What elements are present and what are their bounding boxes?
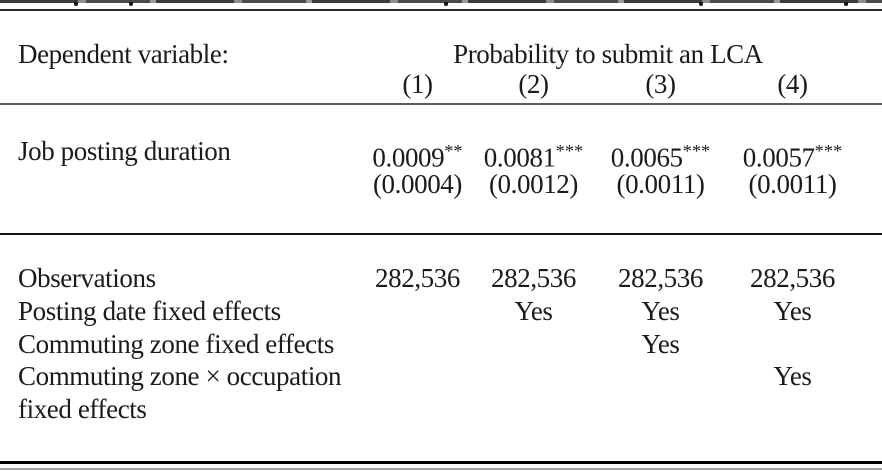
stat-value-cell: 282,536 [491, 263, 576, 293]
column-header-4: (4) [777, 69, 808, 99]
stat-label: Observations [18, 263, 156, 293]
table-bottom-gray-rule [0, 467, 882, 470]
significance-stars: ** [444, 141, 463, 161]
significance-stars: *** [555, 141, 584, 161]
stat-value-cell: 282,536 [618, 263, 703, 293]
stat-row-posting-date-fe: Posting date fixed effects Yes Yes Yes [18, 295, 856, 328]
stat-value-cell: Yes [641, 329, 680, 359]
estimate-cell: 0.0057*** [729, 135, 856, 175]
cropped-text-band [0, 0, 882, 3]
estimate-value: 0.0057 [742, 142, 815, 173]
std-error-cell: (0.0012) [488, 169, 579, 199]
stat-label: Commuting zone × occupation fixed effect… [18, 361, 342, 424]
stat-label: Commuting zone fixed effects [18, 329, 334, 359]
column-header-3: (3) [645, 69, 676, 99]
dependent-variable-label: Dependent variable: [18, 39, 229, 69]
estimate-value: 0.0081 [483, 142, 556, 173]
stat-row-cz-occupation-fe: Commuting zone × occupation fixed effect… [18, 360, 856, 426]
estimate-cell: 0.0065*** [592, 135, 729, 175]
table-top-rule [0, 9, 882, 11]
section-divider-rule [0, 233, 882, 236]
descender-mark [129, 2, 133, 6]
std-error-cell: (0.0011) [616, 169, 705, 199]
estimate-cell: 0.0009** [360, 135, 475, 175]
descender-mark [444, 2, 448, 6]
estimate-value: 0.0065 [610, 142, 683, 173]
table-bottom-rule [0, 461, 882, 464]
stat-value-cell: Yes [641, 296, 680, 326]
dependent-variable-value: Probability to submit an LCA [453, 39, 763, 69]
coefficient-row: Job posting duration 0.0009** 0.0081*** … [18, 135, 856, 175]
descender-mark [74, 2, 78, 6]
std-error-cell: (0.0004) [372, 169, 463, 199]
header-divider-rule [0, 103, 882, 105]
descender-mark [699, 2, 703, 6]
stat-value-cell: Yes [514, 296, 553, 326]
significance-stars: *** [682, 141, 711, 161]
stat-row-observations: Observations 282,536 282,536 282,536 282… [18, 262, 856, 295]
stat-value-cell: Yes [773, 296, 812, 326]
std-error-row: (0.0004) (0.0012) (0.0011) (0.0011) [18, 168, 856, 201]
column-header-2: (2) [518, 69, 549, 99]
std-error-cell: (0.0011) [748, 169, 837, 199]
stat-value-cell: 282,536 [375, 263, 460, 293]
column-header-1: (1) [402, 69, 433, 99]
stat-value-cell: 282,536 [750, 263, 835, 293]
dependent-variable-row: Dependent variable: Probability to submi… [18, 38, 856, 71]
column-header-row: (1) (2) (3) (4) [18, 68, 856, 101]
descender-mark [844, 2, 848, 6]
estimate-value: 0.0009 [372, 142, 445, 173]
stat-value-cell: Yes [773, 361, 812, 391]
estimate-cell: 0.0081*** [475, 135, 592, 175]
stat-row-commuting-zone-fe: Commuting zone fixed effects Yes [18, 328, 856, 361]
coefficient-label: Job posting duration [18, 136, 231, 166]
stat-label: Posting date fixed effects [18, 296, 281, 326]
significance-stars: *** [814, 141, 843, 161]
cropped-caption-remnant [0, 0, 882, 6]
